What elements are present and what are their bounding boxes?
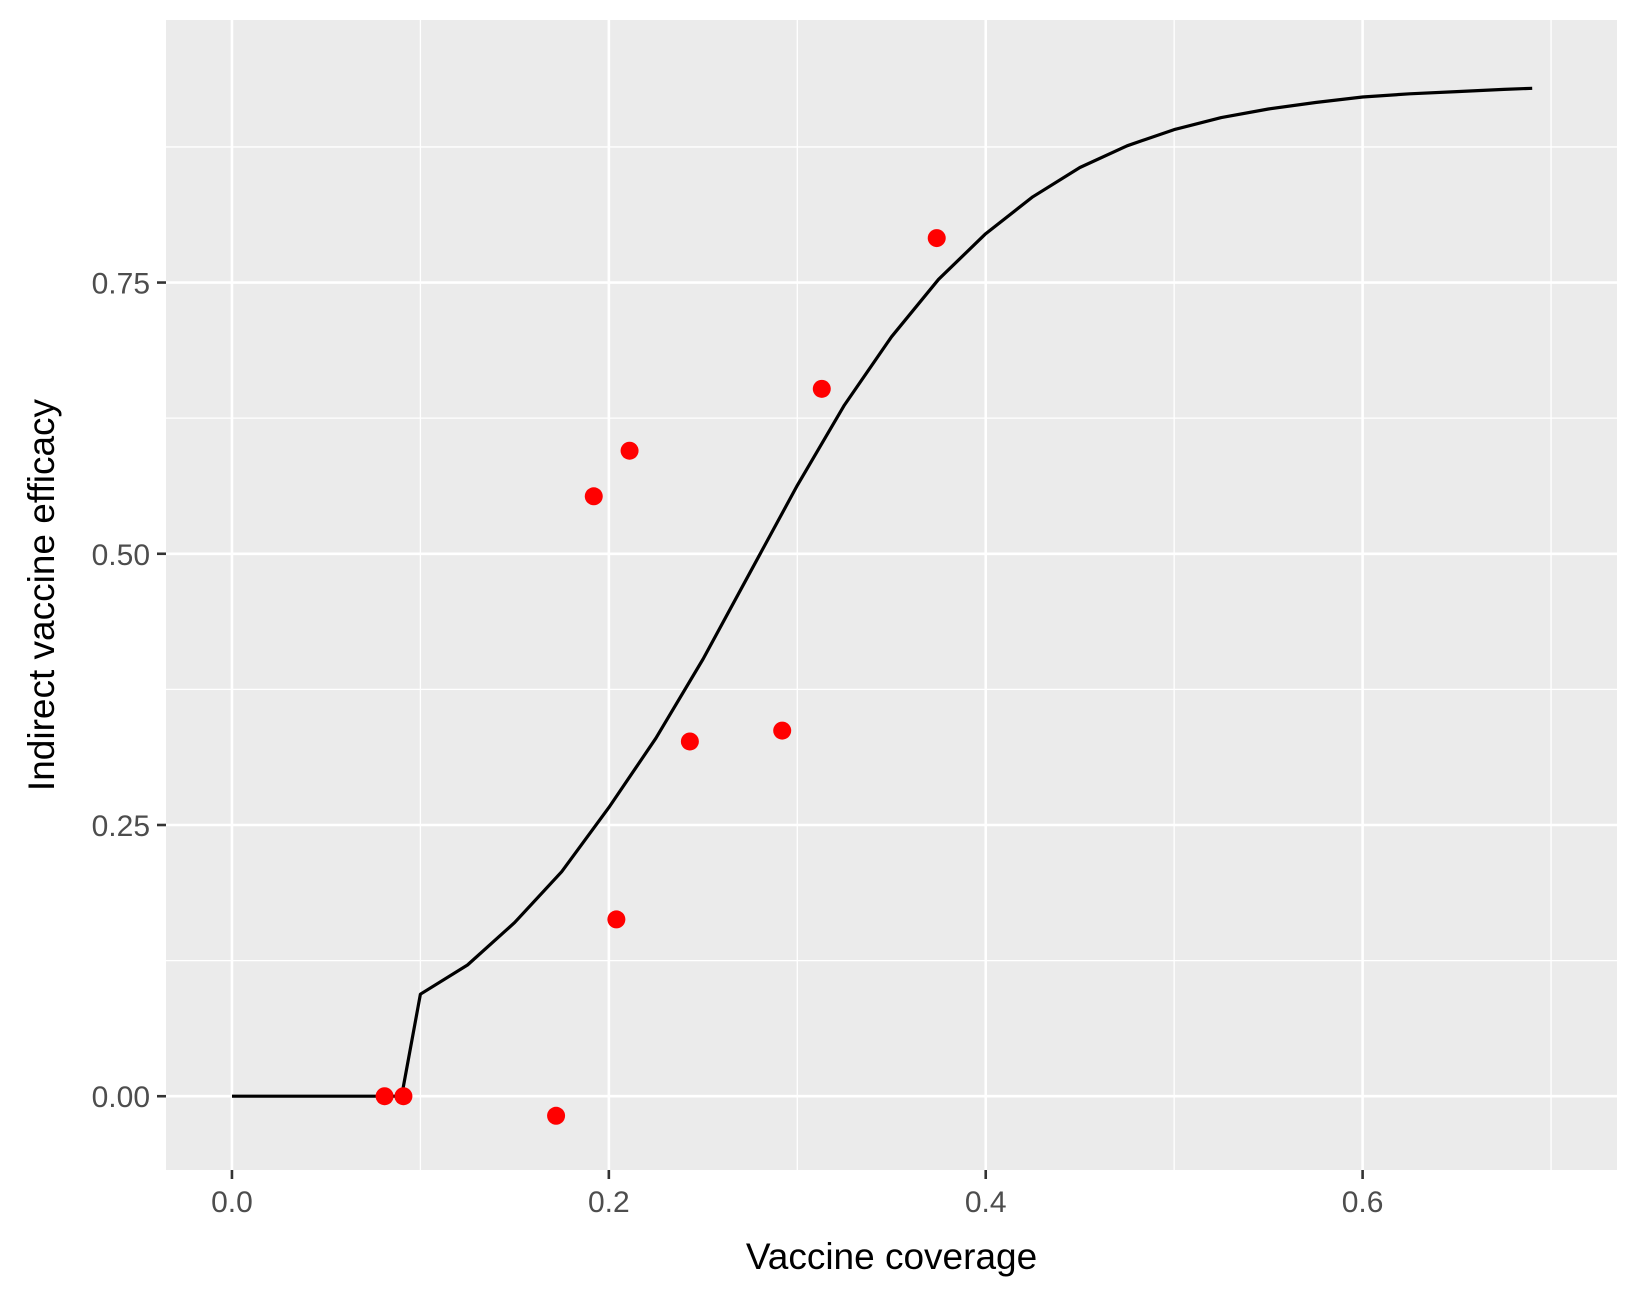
data-point xyxy=(547,1106,566,1125)
y-tick-label: 0.75 xyxy=(92,268,150,301)
data-point xyxy=(375,1087,394,1106)
data-point xyxy=(607,910,626,929)
x-tick-label: 0.0 xyxy=(211,1186,253,1219)
y-tick-label: 0.25 xyxy=(92,810,150,843)
data-point xyxy=(773,721,792,740)
data-point xyxy=(584,487,603,506)
y-tick-label: 0.00 xyxy=(92,1081,150,1114)
chart-marks xyxy=(232,86,1533,1125)
x-tick-label: 0.2 xyxy=(588,1186,630,1219)
x-axis-title: Vaccine coverage xyxy=(746,1236,1037,1277)
plot-panel xyxy=(166,20,1617,1170)
axes: 0.0 0.2 0.4 0.6 0.00 0.25 0.50 0.75 xyxy=(92,268,1384,1219)
grid-major xyxy=(166,20,1617,1170)
y-axis-title: Indirect vaccine efficacy xyxy=(21,398,62,791)
data-point xyxy=(394,1087,413,1106)
y-tick-label: 0.50 xyxy=(92,539,150,572)
fitted-curve xyxy=(232,86,1533,1098)
x-tick-label: 0.6 xyxy=(1342,1186,1384,1219)
data-point xyxy=(620,441,639,460)
data-point xyxy=(812,379,831,398)
data-point xyxy=(927,229,946,248)
data-point xyxy=(680,732,699,751)
grid-minor xyxy=(166,20,1617,1170)
x-tick-label: 0.4 xyxy=(965,1186,1007,1219)
